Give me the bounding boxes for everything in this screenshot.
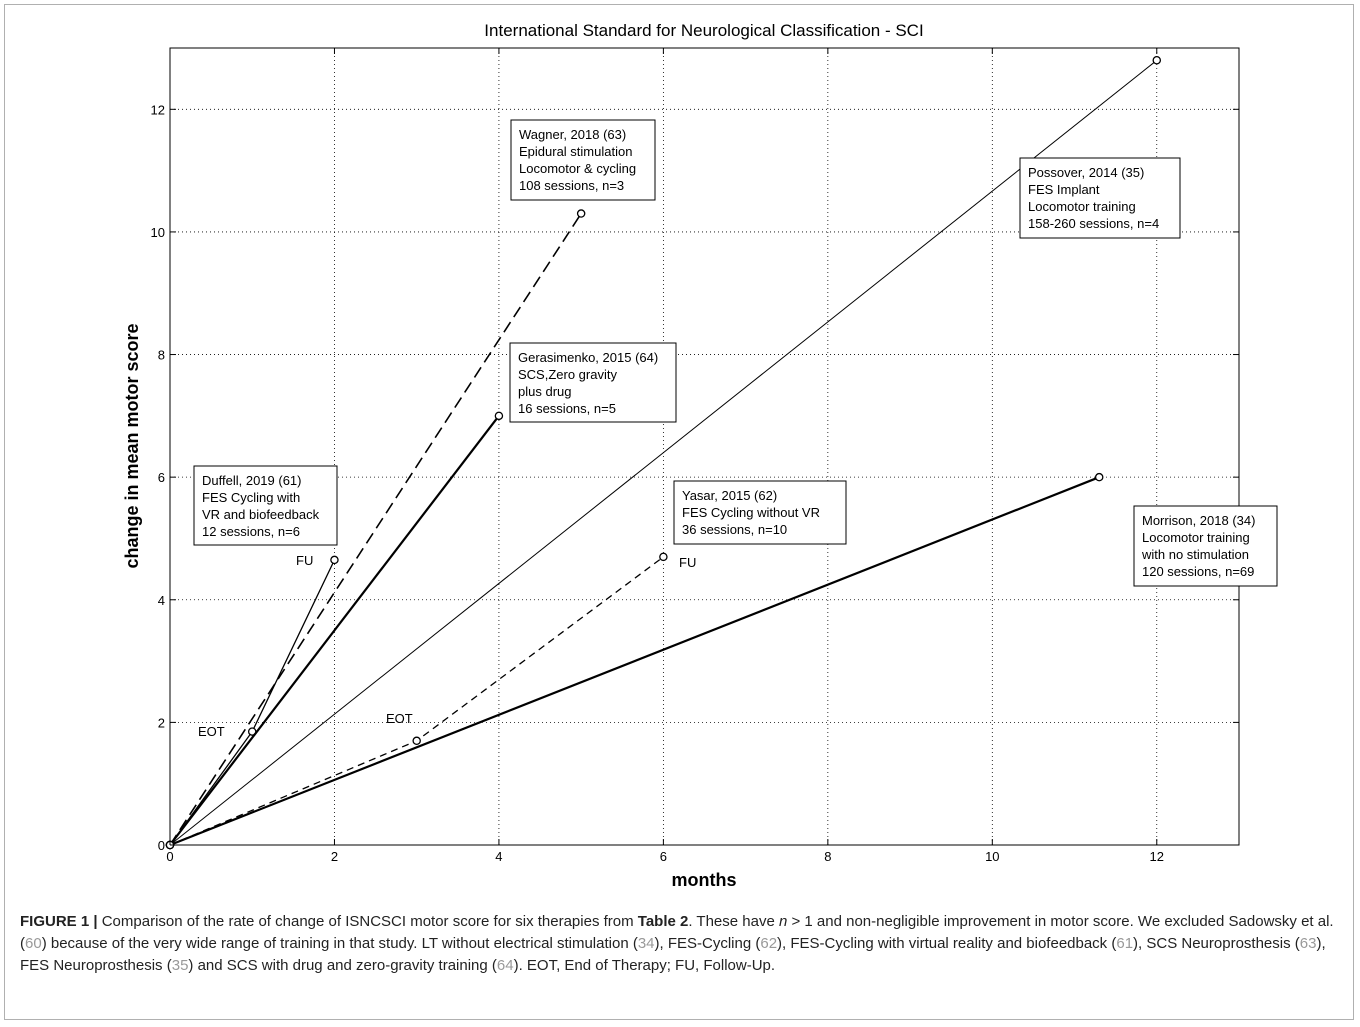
annotation-line: with no stimulation [1141, 547, 1249, 562]
annotation-line: VR and biofeedback [202, 507, 320, 522]
annotation-line: Possover, 2014 (35) [1028, 165, 1144, 180]
annotation-line: Duffell, 2019 (61) [202, 473, 302, 488]
ticks: 0 2 4 6 8 10 12 0 2 4 6 8 10 12 [151, 48, 1239, 864]
annotation-box: Gerasimenko, 2015 (64) SCS,Zero gravity pl… [509, 342, 677, 423]
data-point [1094, 472, 1104, 482]
caption-text: ) and SCS with drug and zero-gravity tra… [188, 957, 497, 974]
ref-link[interactable]: 34 [637, 935, 655, 952]
x-tick-label: 4 [495, 849, 502, 864]
annotation-line: 36 sessions, n=10 [682, 522, 787, 537]
x-tick-label: 8 [824, 849, 831, 864]
annotation-box: Yasar, 2015 (62) FES Cycling without VR 36… [673, 480, 847, 545]
annotation-line: 16 sessions, n=5 [518, 401, 616, 416]
ref-link[interactable]: 64 [496, 957, 514, 974]
annotation-box: Duffell, 2019 (61) FES Cycling with VR and… [193, 465, 338, 546]
x-tick-label: 0 [166, 849, 173, 864]
y-tick-label: 10 [151, 225, 165, 240]
y-tick-label: 4 [158, 593, 165, 608]
point-label: EOT [386, 711, 413, 726]
y-tick-label: 0 [158, 838, 165, 853]
caption-label: FIGURE 1 | [20, 913, 98, 930]
y-tick-label: 6 [158, 470, 165, 485]
point-label: FU [679, 555, 696, 570]
series-line-5 [169, 476, 1100, 847]
caption-text: ), SCS Neuroprosthesis ( [1133, 935, 1300, 952]
y-tick-label: 2 [158, 715, 165, 730]
y-tick-label: 12 [151, 102, 165, 117]
data-point [1152, 56, 1162, 65]
caption-text: ), FES-Cycling with virtual reality and … [777, 935, 1117, 952]
ref-link[interactable]: 35 [171, 957, 189, 974]
caption-text: ). EOT, End of Therapy; FU, Follow-Up. [513, 957, 776, 974]
annotation-line: FES Implant [1028, 182, 1100, 197]
annotation-line: Yasar, 2015 (62) [682, 488, 777, 503]
series-line-2 [169, 415, 500, 846]
annotation-line: Locomotor training [1028, 199, 1136, 214]
annotation-line: Wagner, 2018 (63) [519, 127, 626, 142]
annotations: Duffell, 2019 (61) FES Cycling with VR and… [193, 119, 1278, 739]
annotation-line: Epidural stimulation [519, 144, 632, 159]
annotation-box: Wagner, 2018 (63) Epidural stimulation Loc… [510, 119, 656, 201]
ref-link[interactable]: 61 [1116, 935, 1134, 952]
y-tick-label: 8 [158, 348, 165, 363]
annotation-line: Locomotor training [1142, 530, 1250, 545]
figure-caption: FIGURE 1 | Comparison of the rate of cha… [20, 911, 1338, 977]
annotation-line: SCS,Zero gravity [518, 367, 617, 382]
x-axis-label: months [672, 870, 737, 890]
x-tick-label: 6 [660, 849, 667, 864]
ref-link[interactable]: 60 [25, 935, 42, 952]
annotation-line: 12 sessions, n=6 [202, 524, 300, 539]
caption-text: ), FES-Cycling ( [654, 935, 761, 952]
caption-text: ) because of the very wide range of trai… [41, 935, 638, 952]
data-point [576, 209, 586, 218]
annotation-line: FES Cycling with [202, 490, 300, 505]
annotation-line: plus drug [518, 384, 571, 399]
caption-text: ), FES Neuroprosthesis ( [20, 935, 1326, 974]
point-label: EOT [198, 724, 225, 739]
series-layer [165, 56, 1162, 850]
n-variable: n [778, 913, 788, 930]
caption-text: > 1 and non-negligible improvement in mo… [20, 913, 1334, 952]
caption-text: . These have [688, 913, 779, 930]
x-tick-label: 12 [1150, 849, 1164, 864]
caption-text: Comparison of the rate of change of ISNC… [97, 913, 638, 930]
annotation-line: 158-260 sessions, n=4 [1028, 216, 1159, 231]
line-chart: 0 2 4 6 8 10 12 0 2 4 6 8 10 12 Duffell, 2019 (61) FES… [122, 21, 1278, 890]
annotation-line: 108 sessions, n=3 [519, 178, 624, 193]
annotation-line: 120 sessions, n=69 [1142, 564, 1254, 579]
table-ref: Table 2 [637, 913, 689, 930]
chart-title: International Standard for Neurological … [484, 21, 923, 40]
point-label: FU [296, 553, 313, 568]
x-tick-label: 10 [985, 849, 999, 864]
x-tick-label: 2 [331, 849, 338, 864]
data-point [412, 736, 421, 746]
y-axis-label: change in mean motor score [122, 323, 142, 568]
annotation-line: Morrison, 2018 (34) [1142, 513, 1255, 528]
data-point [494, 411, 504, 421]
data-point [330, 555, 339, 565]
annotation-box: Possover, 2014 (35) FES Implant Locomotor … [1019, 157, 1181, 239]
figure-frame [4, 4, 1354, 1020]
annotation-line: Gerasimenko, 2015 (64) [518, 350, 658, 365]
data-point [659, 552, 668, 562]
annotation-box: Morrison, 2018 (34) Locomotor training wit… [1133, 505, 1278, 587]
annotation-line: Locomotor & cycling [519, 161, 636, 176]
series-line-3 [169, 59, 1158, 846]
ref-link[interactable]: 62 [760, 935, 778, 952]
annotation-line: FES Cycling without VR [682, 505, 820, 520]
ref-link[interactable]: 63 [1299, 935, 1317, 952]
